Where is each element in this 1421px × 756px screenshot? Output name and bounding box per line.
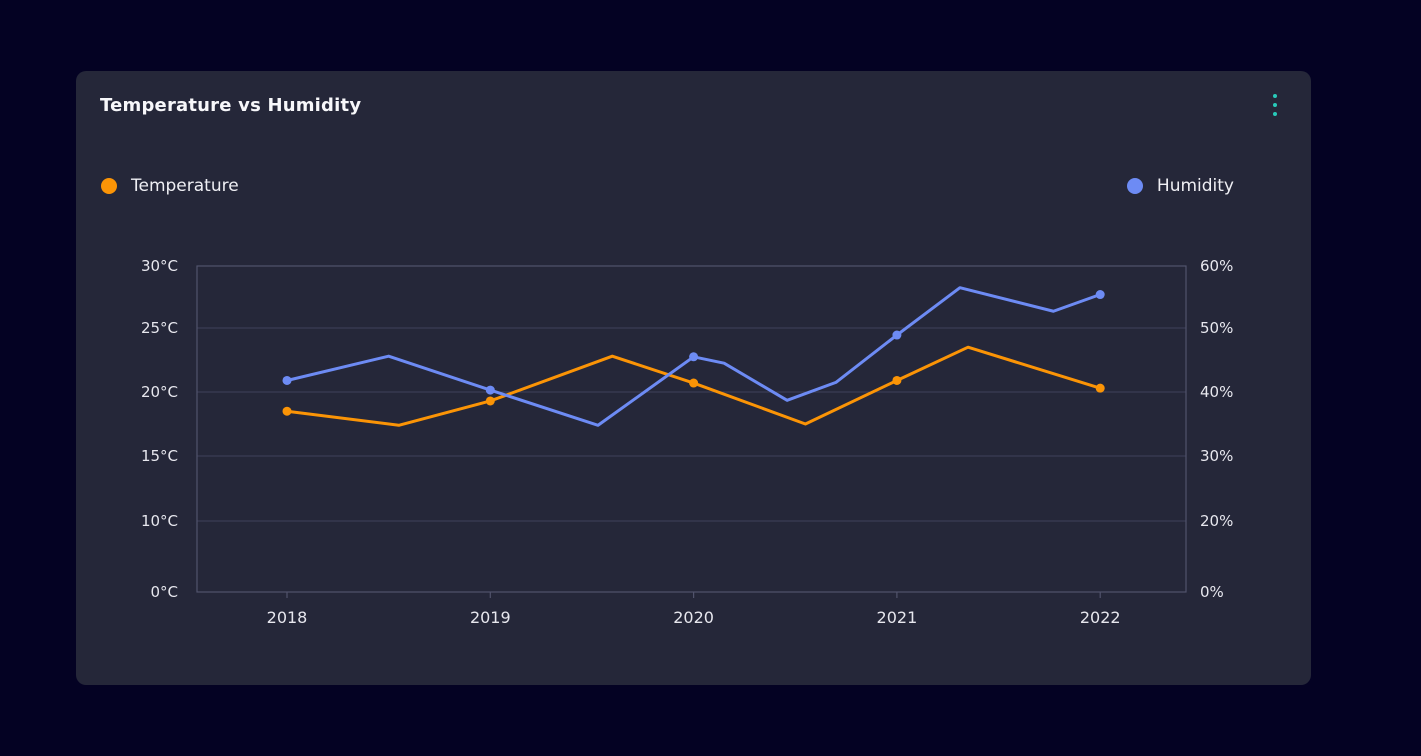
y-axis-label-right: 30% [1200, 447, 1233, 465]
y-axis-label-right: 50% [1200, 319, 1233, 337]
x-axis-label: 2018 [267, 608, 308, 627]
temperature-data-point[interactable] [1095, 383, 1105, 393]
temperature-data-point[interactable] [282, 406, 292, 416]
legend-item-temperature[interactable]: Temperature [101, 176, 239, 196]
kebab-dot [1272, 102, 1277, 108]
card-header: Temperature vs Humidity [100, 91, 1287, 119]
x-axis-label: 2019 [470, 608, 511, 627]
x-axis-label: 2020 [673, 608, 714, 627]
kebab-dot [1272, 93, 1277, 99]
kebab-dot [1272, 111, 1277, 117]
temperature-data-point[interactable] [689, 378, 699, 388]
y-axis-label-right: 0% [1200, 583, 1224, 601]
x-axis-label: 2022 [1080, 608, 1121, 627]
kebab-menu-icon[interactable] [1265, 90, 1286, 121]
y-axis-label-left: 15°C [141, 447, 178, 465]
y-axis-label-right: 40% [1200, 383, 1233, 401]
humidity-line [285, 286, 1102, 427]
legend-label-temperature: Temperature [131, 175, 239, 196]
temperature-series-swatch [101, 177, 117, 194]
y-axis-label-left: 30°C [141, 257, 178, 275]
y-axis-label-right: 60% [1200, 257, 1233, 275]
card-title: Temperature vs Humidity [100, 94, 362, 116]
humidity-data-point[interactable] [892, 330, 902, 340]
legend-item-humidity[interactable]: Humidity [1126, 175, 1234, 196]
humidity-series-swatch [1126, 177, 1143, 194]
x-axis-label: 2021 [877, 608, 918, 627]
y-axis-label-left: 25°C [141, 319, 178, 337]
humidity-data-point[interactable] [1095, 290, 1105, 300]
legend: Temperature Humidity [101, 175, 1234, 196]
chart-card: 2018 2019 2020 2021 2022 30°C 25°C 20°C 15°C 10°C… [76, 71, 1311, 685]
temperature-data-point[interactable] [892, 375, 902, 385]
y-axis-label-left: 0°C [150, 583, 178, 601]
plot-border [196, 265, 1187, 593]
temperature-data-point[interactable] [485, 396, 495, 406]
line-chart[interactable]: 2018 2019 2020 2021 2022 30°C 25°C 20°C 15°C 10°C… [76, 71, 1311, 685]
y-axis-label-left: 20°C [141, 383, 178, 401]
humidity-data-point[interactable] [689, 352, 699, 362]
legend-label-humidity: Humidity [1156, 175, 1234, 196]
y-axis-label-right: 20% [1200, 512, 1233, 530]
humidity-data-point[interactable] [485, 385, 495, 395]
humidity-data-point[interactable] [282, 375, 292, 385]
y-axis-label-left: 10°C [141, 512, 178, 530]
